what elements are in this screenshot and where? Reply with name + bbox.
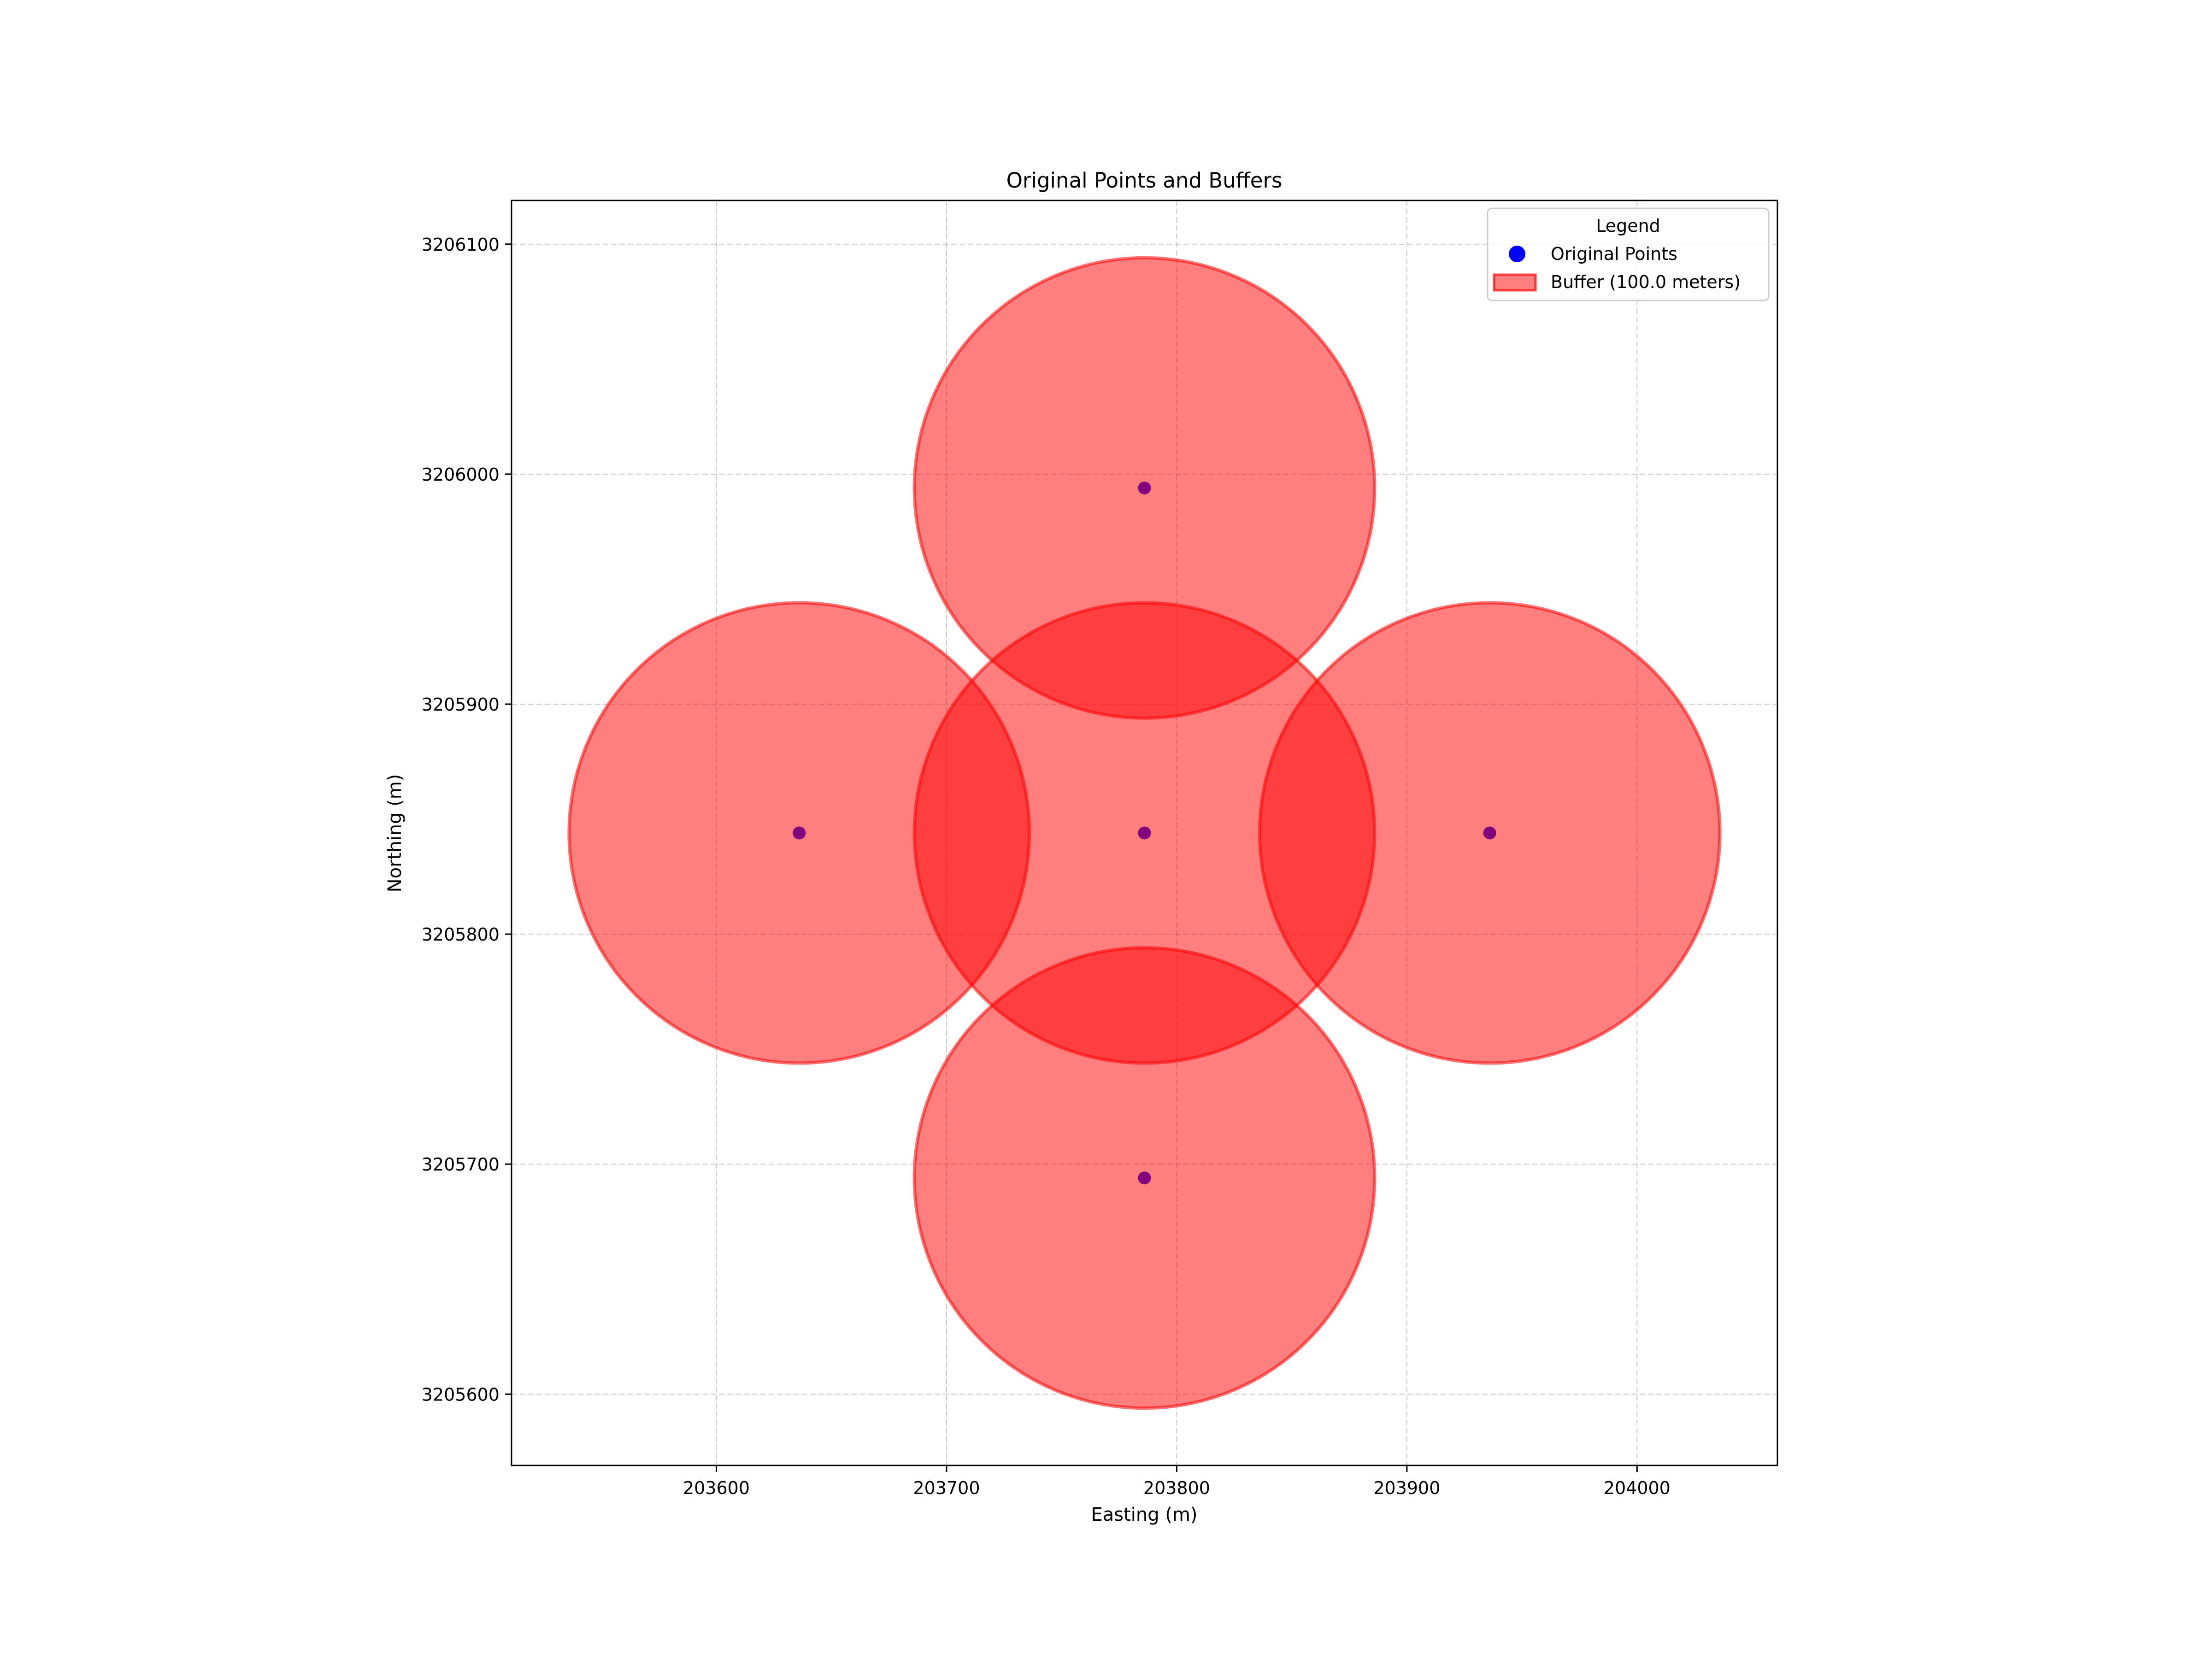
legend-title: Legend [1596, 216, 1660, 236]
legend-entry-points: Original Points [1551, 244, 1677, 264]
y-tick-label: 3205900 [422, 694, 500, 715]
original-point [1138, 826, 1151, 840]
chart-title: Original Points and Buffers [1006, 168, 1282, 193]
legend-buffer-swatch [1493, 273, 1537, 292]
y-axis-label: Northing (m) [384, 774, 406, 893]
plot-frame [511, 200, 1778, 1466]
points [793, 481, 1496, 1185]
x-tick-label: 203600 [683, 1478, 750, 1498]
original-point [1138, 481, 1151, 494]
legend-point-marker [1509, 246, 1525, 262]
x-tick-label: 203800 [1143, 1478, 1210, 1498]
x-axis-label: Easting (m) [1091, 1504, 1197, 1525]
y-tick-label: 3206000 [422, 465, 500, 485]
original-point [1138, 1171, 1151, 1185]
x-tick-label: 204000 [1604, 1478, 1671, 1498]
original-point [793, 826, 806, 840]
y-tick-label: 3205600 [422, 1384, 500, 1405]
y-tick-label: 3206100 [422, 235, 500, 255]
x-tick-label: 203700 [913, 1478, 980, 1498]
x-ticks: 203600 203700 203800 203900 204000 [683, 1465, 1671, 1498]
y-ticks: 3205600 3205700 3205800 3205900 3206000 32061… [422, 235, 512, 1405]
legend: Legend Original Points Buffer (100.0 met… [1487, 207, 1770, 301]
y-tick-label: 3205700 [422, 1154, 500, 1175]
y-tick-label: 3205800 [422, 924, 500, 945]
legend-entry-buffer: Buffer (100.0 meters) [1551, 272, 1741, 292]
legend-box [1487, 207, 1770, 301]
x-tick-label: 203900 [1373, 1478, 1440, 1498]
original-point [1483, 826, 1496, 840]
